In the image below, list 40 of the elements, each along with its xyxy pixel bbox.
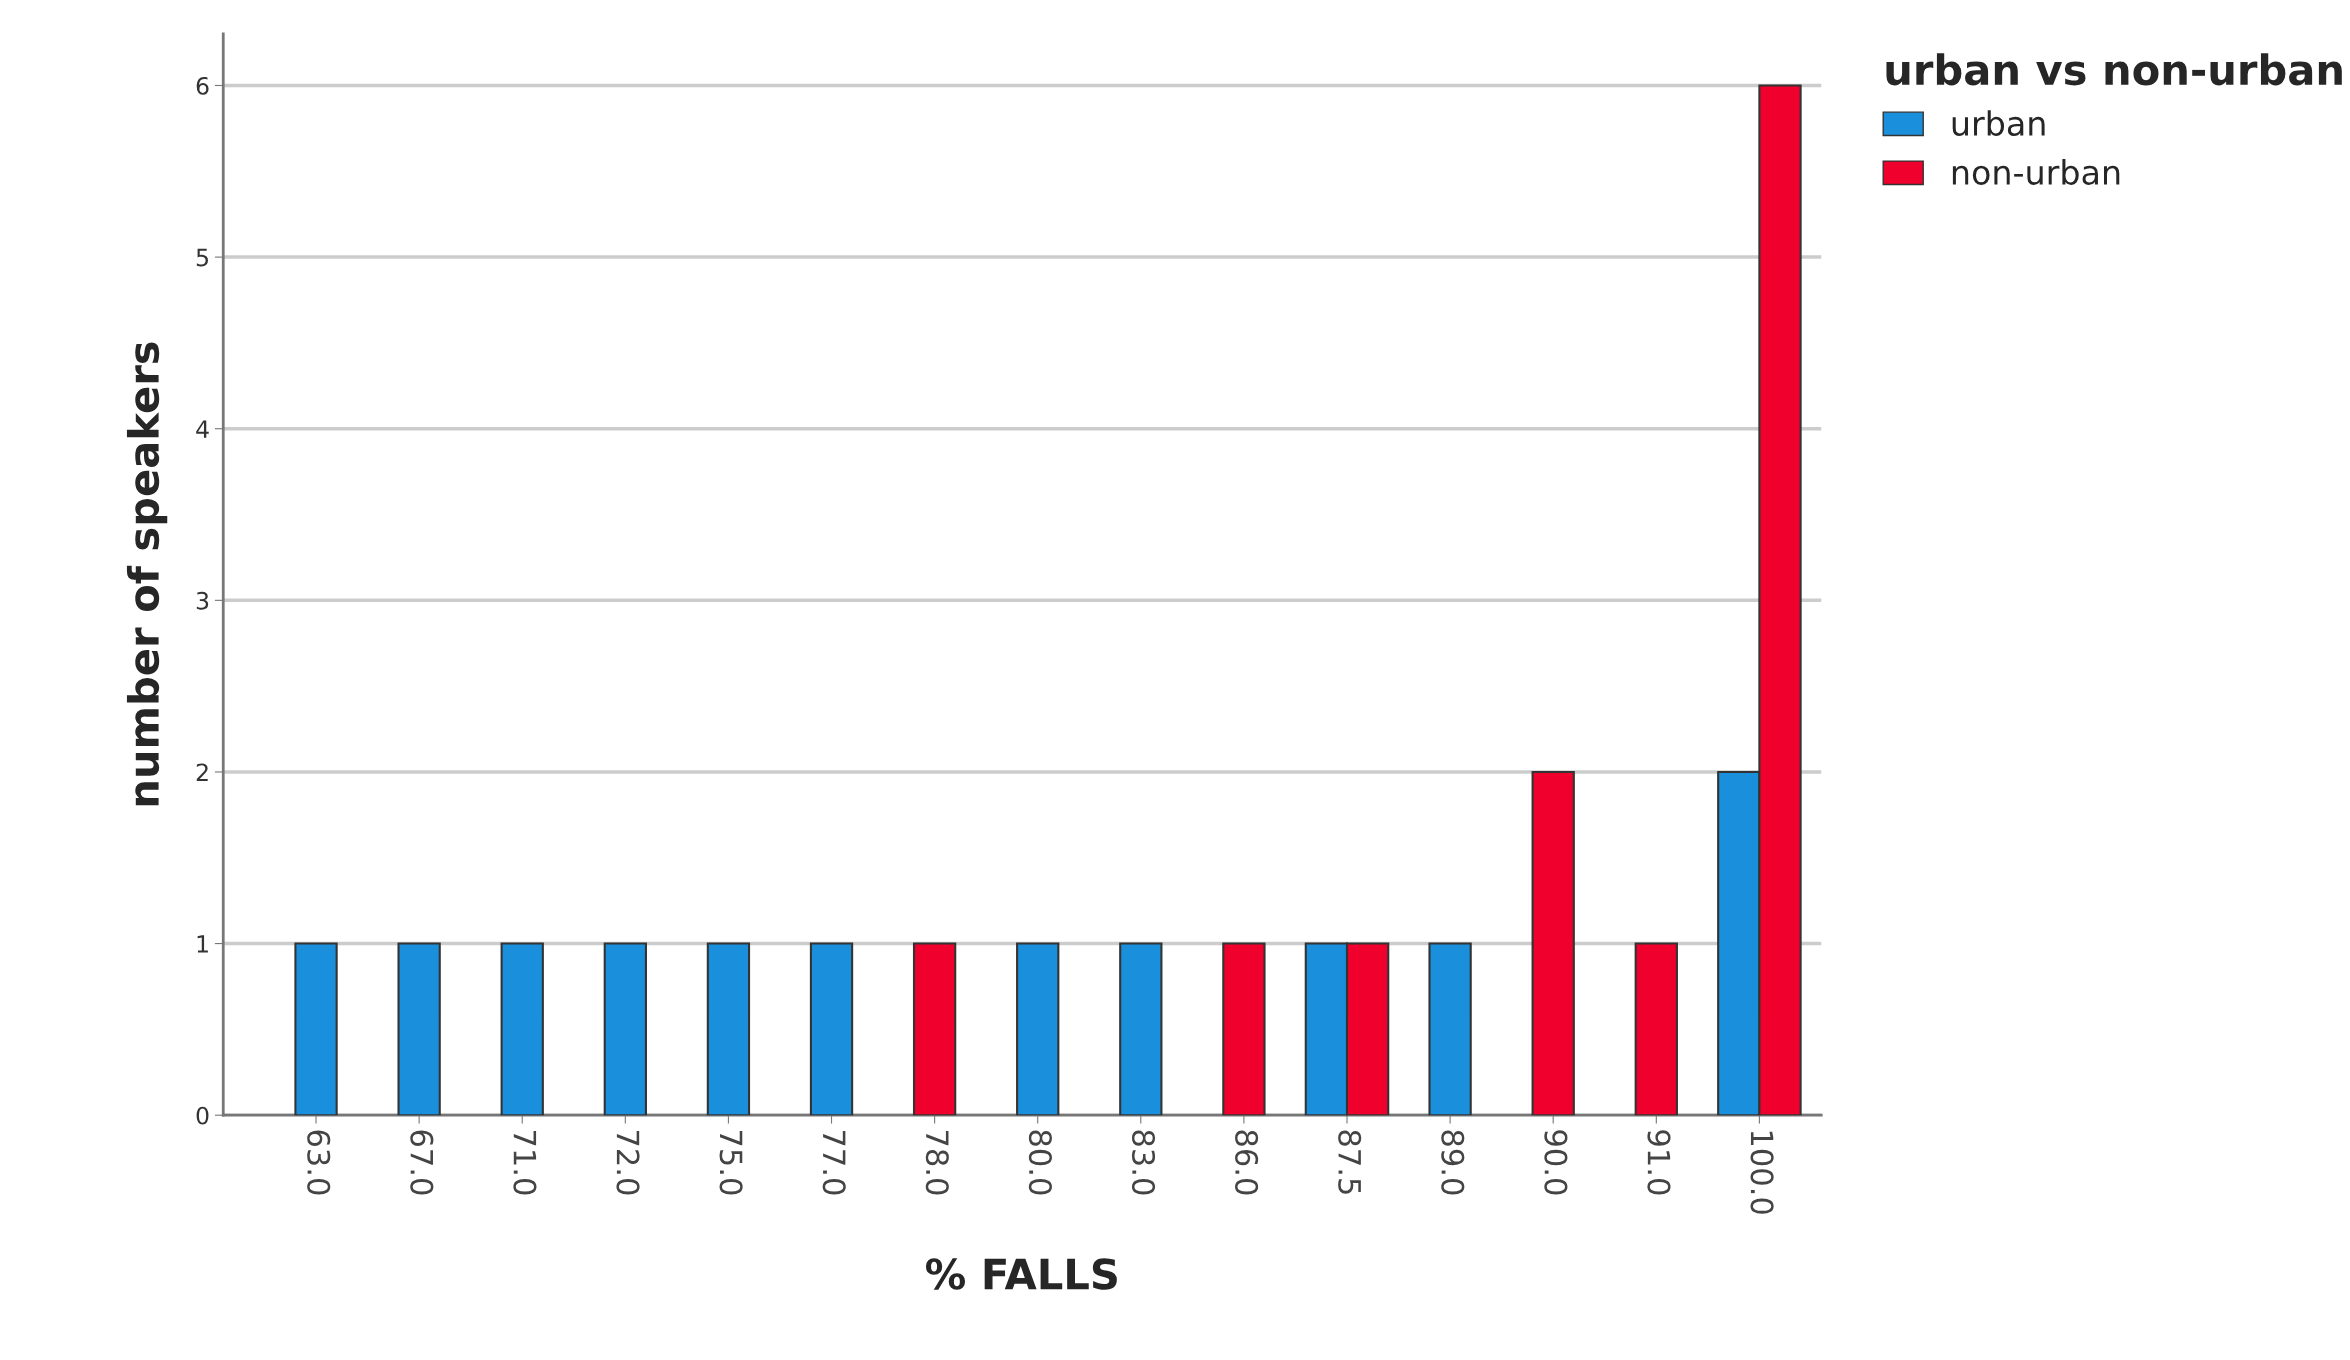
bar [809, 942, 854, 1116]
x-tick-label: 77.0 [822, 1130, 846, 1195]
bar [706, 942, 751, 1116]
bar [1428, 942, 1472, 1116]
bar [1222, 942, 1266, 1116]
bar [1016, 942, 1060, 1116]
x-tick-label: 83.0 [1131, 1130, 1156, 1195]
y-tick-label: 0 [196, 1106, 209, 1125]
x-axis-title: % FALLS [925, 1258, 1117, 1290]
y-tick-label: 6 [196, 76, 209, 95]
bar [1119, 942, 1163, 1116]
legend-title: urban vs non-urban [1886, 53, 2342, 86]
x-tick-label: 90.0 [1544, 1130, 1568, 1195]
bar [1634, 942, 1678, 1116]
x-tick-label: 87.5 [1338, 1130, 1362, 1194]
bar [1531, 770, 1575, 1116]
x-tick-label: 75.0 [719, 1130, 743, 1195]
x-tick-label: 72.0 [616, 1130, 640, 1195]
legend-label: urban [1952, 110, 2045, 136]
bar [500, 942, 544, 1116]
x-tick-label: 63.0 [307, 1130, 331, 1195]
x-tick-label: 91.0 [1647, 1130, 1671, 1195]
x-tick-label: 78.0 [925, 1130, 949, 1195]
x-tick-label: 100.0 [1750, 1131, 1774, 1214]
y-axis-title: number of speakers [126, 342, 168, 806]
bar [603, 942, 647, 1116]
y-tick-label: 4 [196, 420, 209, 438]
bar [397, 942, 441, 1116]
y-tick-label: 5 [196, 248, 208, 267]
y-tick-label: 2 [196, 763, 208, 781]
y-tick-label: 1 [197, 935, 208, 953]
x-tick-label: 67.0 [410, 1130, 434, 1195]
legend-label: non-urban [1952, 159, 2120, 185]
x-tick-label: 71.0 [513, 1130, 537, 1195]
bar [294, 942, 338, 1116]
y-tick-label: 3 [196, 591, 209, 610]
x-tick-label: 80.0 [1028, 1130, 1052, 1195]
bar [912, 942, 957, 1116]
x-tick-label: 86.0 [1235, 1130, 1259, 1195]
x-tick-label: 89.0 [1441, 1130, 1465, 1195]
